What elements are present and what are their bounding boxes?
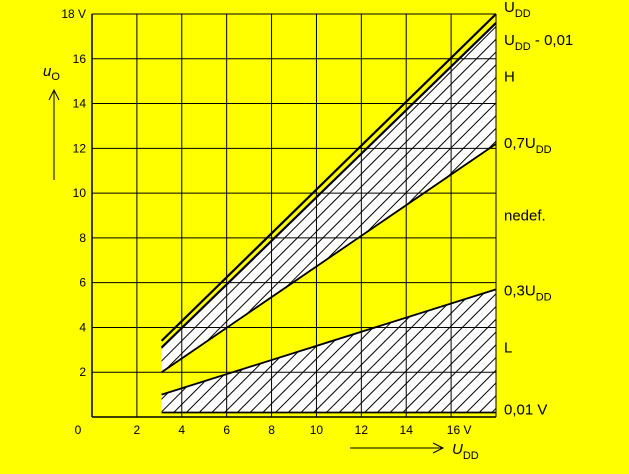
line-label-main: 0,01 V (504, 402, 547, 419)
line-label-4: 0,3UDD (504, 282, 552, 303)
line-label-1: UDD (504, 0, 531, 20)
line-label-main: 0,7U (504, 135, 536, 152)
x-axis-label: UDD (452, 441, 479, 462)
y-axis-arrowhead-icon (48, 88, 60, 101)
threshold-line-3 (161, 143, 497, 373)
hatched-region-2 (161, 289, 497, 413)
line-label-sub: DD (536, 144, 552, 156)
threshold-line-4 (161, 288, 497, 396)
threshold-line-2 (160, 22, 497, 349)
line-label-5: 0,01 V (504, 402, 547, 419)
threshold-line-1 (160, 13, 497, 342)
x-axis-label-main: U (452, 441, 463, 458)
x-tick-label: 16 V (447, 423, 472, 437)
line-label-suffix: - 0,01 (531, 32, 574, 49)
x-axis-arrowhead-icon (432, 442, 445, 454)
zone-label: L (504, 340, 512, 357)
y-tick-label: 6 (79, 276, 86, 290)
line-label-sub: DD (536, 291, 552, 303)
zone-label: H (504, 69, 515, 86)
hatched-region-1 (161, 22, 497, 373)
x-tick-label: 6 (223, 423, 230, 437)
y-tick-label: 4 (79, 320, 86, 334)
x-tick-label: 10 (310, 423, 324, 437)
y-tick-label: 14 (73, 97, 87, 111)
line-label-sub: DD (515, 8, 531, 20)
y-tick-label: 10 (73, 186, 87, 200)
line-label-3: 0,7UDD (504, 135, 552, 156)
line-label-main: 0,3U (504, 282, 536, 299)
line-label-main: U (504, 0, 515, 16)
x-tick-label: 14 (400, 423, 414, 437)
y-axis-label-sub: O (51, 71, 60, 83)
y-tick-label: 2 (79, 365, 86, 379)
x-tick-label: 0 (75, 423, 82, 437)
x-tick-label: 4 (178, 423, 185, 437)
line-label-sub: DD (515, 41, 531, 53)
x-tick-label: 8 (268, 423, 275, 437)
y-tick-label: 12 (73, 141, 87, 155)
x-tick-label: 12 (355, 423, 369, 437)
x-axis-label-sub: DD (463, 450, 479, 462)
y-tick-label: 8 (79, 231, 86, 245)
y-tick-label: 18 V (61, 7, 86, 21)
zone-label: nedef. (504, 208, 546, 225)
y-axis-label: uO (43, 63, 60, 83)
line-label-main: U (504, 32, 515, 49)
y-axis-label-main: u (43, 63, 52, 80)
y-tick-label: 16 (73, 52, 87, 66)
line-label-2: UDD - 0,01 (504, 32, 573, 53)
x-tick-label: 2 (134, 423, 141, 437)
